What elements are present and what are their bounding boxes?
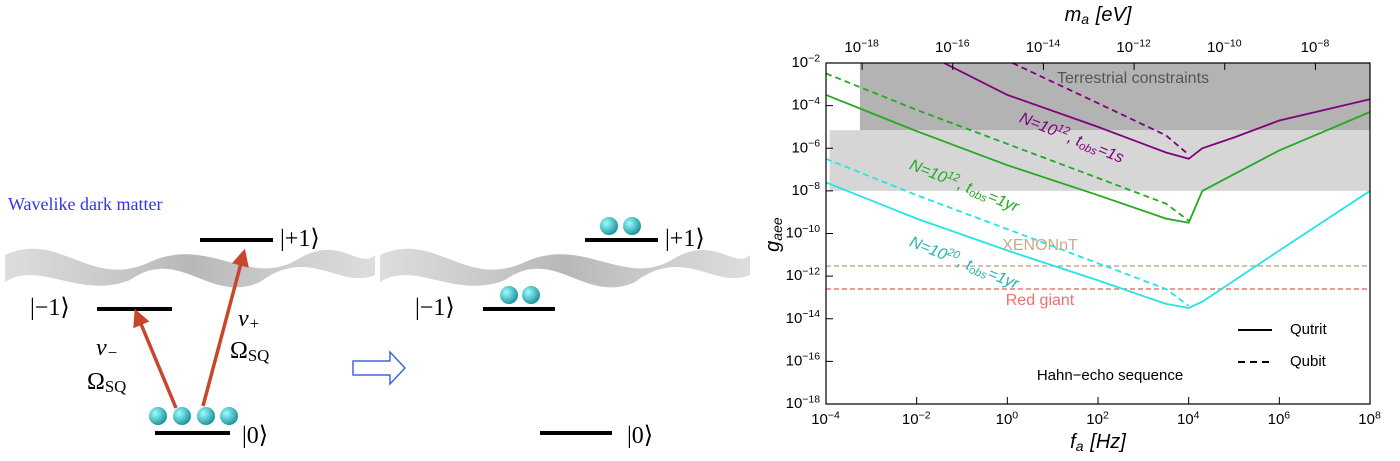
level-label: |+1⟩ [280,226,320,252]
x-tick-label: 108 [1358,409,1381,428]
curve [826,94,1370,224]
curve [826,72,1190,222]
legend-label: Qutrit [1290,321,1328,338]
x-axis-label: fa [Hz] [1070,431,1126,454]
particle [149,407,167,425]
x2-tick-label: 10−16 [935,37,970,56]
rabi-label: ΩSQ [87,369,128,396]
particle [197,407,215,425]
frequency-label: ν+ [238,306,261,333]
y-tick-label: 10−14 [786,308,821,327]
hollow-arrow [352,350,407,386]
annotation: Hahn−echo sequence [1037,367,1183,384]
region-label: Terrestrial constraints [1057,70,1209,87]
curve [1012,63,1190,156]
limit-label: Red giant [1006,292,1075,309]
x2-tick-label: 10−8 [1301,37,1331,56]
y-tick-label: 10−16 [786,350,821,369]
y-axis-label: gaee [762,216,785,252]
level-label: |+1⟩ [665,226,705,252]
y-tick-label: 10−6 [791,137,821,156]
particle [623,217,641,235]
particle [500,286,518,304]
y-tick-label: 10−18 [786,393,821,412]
x2-tick-label: 10−12 [1116,37,1151,56]
x2-axis-label: ma [eV] [1065,4,1132,27]
caption: Wavelike dark matter [8,194,162,214]
x-tick-label: 102 [1086,409,1109,428]
level-label: |−1⟩ [30,295,70,321]
x2-tick-label: 10−14 [1026,37,1061,56]
left-diagram: Wavelike dark matter |−1⟩ |+1⟩ |0⟩ ν− ΩS… [5,194,375,449]
limit-label: XENONnT [1002,237,1078,254]
particle [173,407,191,425]
x-tick-label: 104 [1177,409,1200,428]
y-tick-label: 10−10 [786,223,821,242]
frequency-label: ν− [96,335,119,362]
legend-label: Qubit [1290,353,1327,370]
level-label: |0⟩ [242,423,268,449]
particle [220,407,238,425]
dark-matter-wave [5,248,375,288]
x2-tick-label: 10−18 [844,37,879,56]
x-tick-label: 100 [996,409,1019,428]
level-label: |−1⟩ [415,295,455,321]
curve [943,63,1370,160]
particle [600,217,618,235]
y-tick-label: 10−2 [791,52,821,71]
level-label: |0⟩ [627,423,653,449]
transition-arrow [201,248,249,407]
x2-tick-label: 10−10 [1207,37,1242,56]
dark-matter-wave [380,248,750,288]
transition-arrow [133,308,178,409]
right-diagram: |−1⟩ |+1⟩ |0⟩ [380,217,750,449]
curve [826,157,1190,307]
curve [826,181,1370,309]
y-tick-label: 10−4 [791,95,821,114]
plot-area [826,63,1370,309]
particle [522,286,540,304]
y-tick-label: 10−12 [786,265,821,284]
y-tick-label: 10−8 [791,180,821,199]
x-tick-label: 10−4 [811,409,841,428]
x-tick-label: 106 [1268,409,1291,428]
x-tick-label: 10−2 [902,409,932,428]
constraint-region [829,130,1370,191]
rabi-label: ΩSQ [230,338,271,365]
